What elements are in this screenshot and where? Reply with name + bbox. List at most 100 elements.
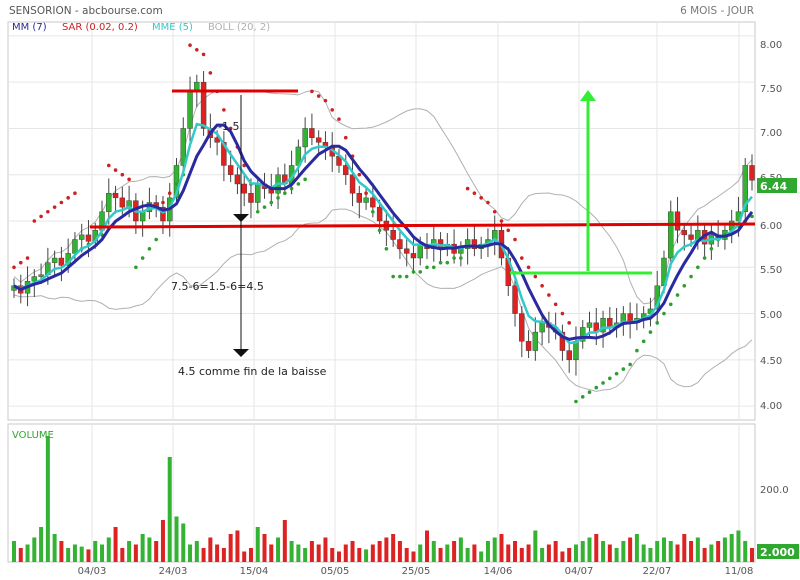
sar-dot [404, 274, 409, 279]
candle-body [356, 193, 363, 203]
volume-bar [235, 530, 240, 562]
sar-dot [330, 108, 335, 112]
sar-dot [709, 246, 714, 251]
sar-dot [269, 200, 274, 205]
sar-dot [560, 311, 565, 316]
volume-bar [628, 537, 633, 562]
sar-dot [323, 98, 328, 103]
volume-bar [526, 544, 531, 562]
volume-bar [716, 541, 721, 562]
volume-bar [431, 541, 436, 562]
sar-dot [73, 191, 77, 196]
sar-dot [594, 385, 599, 390]
sar-dot [289, 186, 294, 191]
volume-title: VOLUME [12, 430, 54, 441]
candle-body [349, 174, 356, 194]
price-tick: 7.50 [760, 84, 782, 95]
volume-bar [370, 544, 375, 562]
volume-bar [695, 537, 700, 562]
volume-bar [160, 520, 165, 562]
volume-bar [458, 537, 463, 562]
candle-body [85, 234, 92, 242]
sar-dot [201, 52, 206, 57]
volume-bar [533, 530, 538, 562]
annotation-minus: -1.5 [218, 120, 239, 133]
current-volume-label: 2.000 [760, 546, 795, 559]
bollinger-bands [13, 89, 753, 392]
sar-dot [46, 209, 50, 214]
sar-dot [445, 260, 450, 265]
bollinger-lower [13, 208, 753, 392]
bollinger-upper [13, 89, 753, 305]
volume-bar [689, 541, 694, 562]
candle-body [160, 206, 166, 222]
sar-dot [66, 196, 70, 200]
candle-body [255, 183, 261, 203]
volume-bar [188, 544, 193, 562]
candle-body [119, 197, 126, 208]
support-line [89, 222, 756, 229]
candle-body [471, 239, 478, 249]
date-tick: 22/07 [643, 566, 672, 577]
sar-dot [296, 182, 301, 186]
sar-dot [195, 47, 199, 52]
volume-bar [316, 544, 321, 562]
volume-bar [282, 520, 287, 562]
volume-bar [492, 537, 497, 562]
volume-bar [722, 537, 727, 562]
volume-bar [438, 548, 443, 562]
candle-body [302, 128, 308, 148]
sar-dot [310, 89, 314, 94]
sar-dot [337, 117, 341, 121]
candle-body [139, 211, 146, 222]
candle-body [586, 322, 593, 328]
candle-body [417, 243, 423, 259]
sar-dot [161, 200, 165, 205]
sar-dot [506, 228, 511, 233]
volume-bar [201, 548, 206, 562]
sar-dot [459, 256, 463, 260]
sar-dot [147, 246, 152, 251]
volume-bar [614, 548, 619, 562]
volume-bar [607, 544, 612, 562]
volume-bar [661, 537, 666, 562]
legend-mm: MM (7) [12, 22, 47, 33]
candle-body [58, 257, 65, 266]
volume-bar [519, 548, 524, 562]
volume-bar [100, 544, 105, 562]
volume-bar [45, 436, 50, 562]
volume-bar [113, 527, 118, 562]
volume-bar [120, 548, 125, 562]
sar-dot [628, 362, 632, 367]
candle-body [668, 211, 674, 259]
sar-dot [472, 191, 477, 196]
candle-body [51, 257, 58, 263]
volume-bar [59, 541, 64, 562]
sar-dot [452, 256, 456, 260]
date-tick: 04/03 [78, 566, 107, 577]
candle-body [112, 193, 119, 199]
candle-body [31, 276, 38, 282]
candle-body [410, 253, 417, 259]
annotation-target: 4.5 comme fin de la baisse [178, 365, 327, 378]
volume-bar [587, 537, 592, 562]
sar-dot [648, 330, 653, 334]
volume-bar [72, 544, 77, 562]
sar-dot [526, 265, 531, 270]
sar-dot [675, 293, 680, 297]
sar-dot [25, 256, 30, 260]
sar-dot [580, 395, 585, 399]
volume-bar [682, 534, 687, 562]
volume-bar [296, 544, 301, 562]
volume-bar [154, 541, 159, 562]
volume-bar [702, 548, 707, 562]
sar-dot [167, 191, 172, 196]
price-tick: 6.00 [760, 221, 782, 232]
volume-bar [479, 551, 484, 562]
volume-bar [668, 541, 673, 562]
legend-sar: SAR (0.02, 0.2) [62, 22, 138, 33]
volume-bar [350, 541, 355, 562]
candle-body [248, 193, 254, 203]
volume-bar [655, 541, 660, 562]
volume-bar [93, 541, 98, 562]
